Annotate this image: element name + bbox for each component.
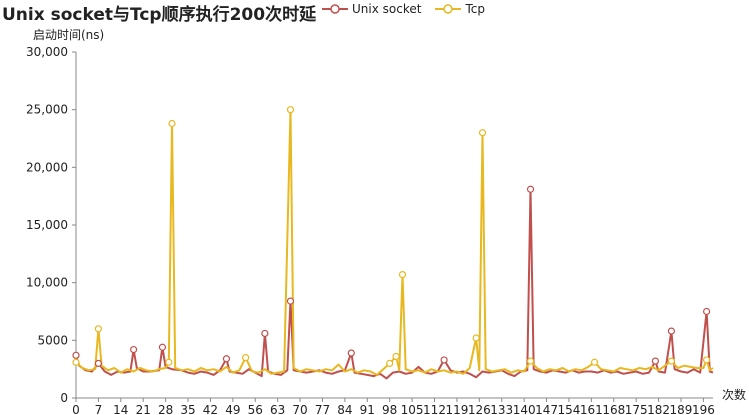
legend: Unix socket Tcp [322, 2, 485, 16]
data-point-unix-socket [158, 343, 167, 351]
data-point-tcp [242, 354, 250, 362]
data-point-unix-socket [72, 351, 80, 359]
data-point-tcp [472, 334, 480, 342]
data-point-tcp [478, 129, 487, 137]
chart-title: Unix socket与Tcp顺序执行200次时延 [2, 5, 317, 25]
x-tick-label: 105 [401, 403, 424, 415]
x-tick-label: 119 [445, 403, 468, 415]
x-tick-label: 7 [95, 403, 103, 415]
data-point-tcp [526, 357, 535, 365]
data-point-unix-socket [94, 359, 103, 367]
x-tick-label: 63 [270, 403, 285, 415]
legend-label-tcp: Tcp [465, 2, 485, 16]
x-tick-label: 98 [382, 403, 397, 415]
data-point-tcp [72, 358, 80, 366]
y-tick-label: 0 [60, 391, 68, 405]
data-point-tcp [94, 325, 103, 333]
x-tick-label: 175 [625, 403, 648, 415]
data-point-tcp [165, 358, 173, 366]
x-tick-label: 14 [113, 403, 128, 415]
data-point-unix-socket [702, 307, 711, 316]
data-point-tcp [168, 119, 176, 128]
data-point-unix-socket [440, 356, 448, 364]
y-axis-label: 启动时间(ns) [33, 28, 105, 42]
y-tick-label: 10,000 [26, 276, 68, 290]
data-point-tcp [398, 270, 407, 279]
y-tick-label: 20,000 [26, 160, 68, 174]
legend-marker-tcp [435, 4, 462, 14]
x-tick-label: 84 [337, 403, 352, 415]
legend-item-tcp[interactable]: Tcp [435, 2, 485, 16]
data-point-unix-socket [651, 357, 659, 365]
x-tick-label: 189 [670, 403, 693, 415]
data-point-unix-socket [667, 327, 675, 335]
data-point-tcp [392, 352, 400, 361]
x-tick-label: 42 [203, 403, 218, 415]
data-point-tcp [386, 359, 394, 367]
legend-item-unix-socket[interactable]: Unix socket [322, 2, 421, 16]
x-tick-label: 35 [180, 403, 195, 415]
x-tick-label: 21 [136, 403, 151, 415]
x-tick-label: 49 [225, 403, 240, 415]
data-point-tcp [667, 357, 675, 365]
x-tick-label: 154 [558, 403, 581, 415]
legend-marker-unix-socket [322, 4, 348, 14]
data-point-tcp [286, 106, 295, 114]
y-tick-label: 25,000 [26, 103, 68, 117]
x-tick-label: 70 [292, 403, 307, 415]
x-axis-label: 次数 [722, 388, 747, 402]
series-line-tcp [75, 108, 714, 376]
data-point-unix-socket [347, 349, 355, 357]
data-point-tcp [590, 358, 599, 366]
x-tick-label: 126 [468, 403, 491, 415]
x-tick-label: 147 [535, 403, 558, 415]
y-tick-label: 5000 [37, 333, 68, 347]
data-point-unix-socket [130, 345, 138, 354]
x-tick-label: 133 [490, 403, 513, 415]
x-tick-label: 77 [315, 403, 330, 415]
x-tick-label: 140 [513, 403, 536, 415]
data-point-unix-socket [261, 329, 269, 338]
data-point-unix-socket [526, 185, 535, 193]
x-tick-label: 161 [580, 403, 603, 415]
x-tick-label: 91 [360, 403, 375, 415]
data-point-tcp [702, 356, 711, 364]
data-point-unix-socket [286, 297, 295, 305]
x-tick-label: 182 [647, 403, 670, 415]
x-tick-label: 112 [423, 403, 446, 415]
y-tick-label: 15,000 [26, 218, 68, 232]
x-tick-label: 0 [72, 403, 80, 415]
x-tick-label: 56 [248, 403, 263, 415]
x-tick-label: 28 [158, 403, 173, 415]
legend-label-unix-socket: Unix socket [352, 2, 422, 16]
y-tick-label: 30,000 [26, 45, 68, 59]
data-point-unix-socket [222, 355, 231, 363]
x-tick-label: 196 [692, 403, 715, 415]
x-tick-label: 168 [602, 403, 625, 415]
